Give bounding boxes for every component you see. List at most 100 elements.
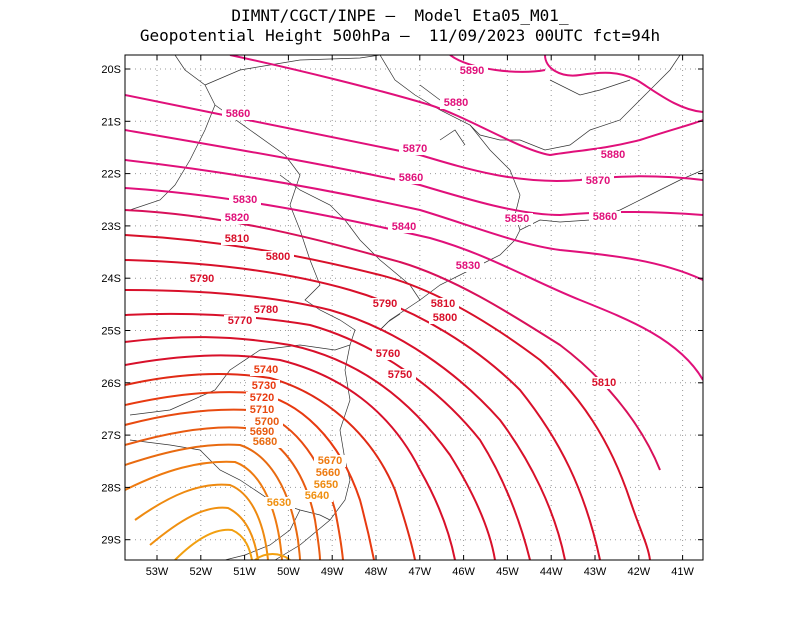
lat-tick-label: 28S (101, 482, 121, 494)
contour-label-bg (501, 213, 533, 225)
contour-label-bg (249, 436, 281, 448)
lon-tick-label: 42W (627, 566, 650, 578)
lat-tick-label: 24S (101, 273, 121, 285)
contour-label: 5870 (586, 175, 610, 187)
contour-label: 5690 (250, 426, 274, 438)
contour-label: 5800 (433, 312, 457, 324)
contour-label-bg (399, 143, 431, 155)
contour-label: 5810 (431, 298, 455, 310)
contour-label-bg (221, 233, 253, 245)
contour-label-bg (263, 497, 295, 509)
lat-tick-label: 23S (101, 221, 121, 233)
contour-label: 5830 (456, 260, 480, 272)
contour-labels: 5890 5880 5880 5870 5870 5860 5860 5860 5850 5840… (186, 65, 629, 509)
contour-label: 5660 (316, 467, 340, 479)
contour-label-bg (246, 404, 278, 416)
contour-label: 5670 (318, 455, 342, 467)
contour-label: 5880 (444, 97, 468, 109)
contour-label-bg (246, 426, 278, 438)
contour-lines (125, 55, 703, 560)
lon-tick-label: 52W (189, 566, 212, 578)
contour-label: 5860 (399, 172, 423, 184)
contour-label-bg (589, 211, 621, 223)
lat-tick-label: 27S (101, 430, 121, 442)
contour-label-bg (456, 65, 488, 77)
contour-label: 5790 (373, 298, 397, 310)
chart-title-line2: Geopotential Height 500hPa – 11/09/2023 … (139, 26, 661, 45)
contour-label: 5710 (250, 404, 274, 416)
lon-tick-label: 50W (277, 566, 300, 578)
contour-label: 5730 (252, 380, 276, 392)
contour-label-bg (582, 175, 614, 187)
contour-label: 5800 (266, 251, 290, 263)
contour-label: 5810 (592, 377, 616, 389)
coastline-borders (129, 55, 703, 560)
lat-tick-label: 22S (101, 169, 121, 181)
contour-label-bg (222, 108, 254, 120)
lon-tick-label: 45W (496, 566, 519, 578)
lon-tick-label: 46W (452, 566, 475, 578)
contour-label-bg (369, 298, 401, 310)
lon-tick-label: 53W (146, 566, 169, 578)
contour-label-bg (246, 392, 278, 404)
contour-label-bg (224, 315, 256, 327)
contour-label-bg (248, 380, 280, 392)
lon-tick-label: 48W (365, 566, 388, 578)
contour-label: 5850 (505, 213, 529, 225)
contour-label-bg (597, 149, 629, 161)
contour-label: 5830 (233, 194, 257, 206)
contour-label-bg (250, 364, 282, 376)
chart-title-line1: DIMNT/CGCT/INPE – Model Eta05_M01_ (231, 6, 569, 25)
lon-tick-label: 47W (408, 566, 431, 578)
lon-tick-label: 49W (321, 566, 344, 578)
contour-label: 5870 (403, 143, 427, 155)
contour-label: 5810 (225, 233, 249, 245)
contour-label: 5820 (225, 212, 249, 224)
contour-label: 5640 (305, 490, 329, 502)
contour-label: 5720 (250, 392, 274, 404)
contour-label: 5650 (314, 479, 338, 491)
contour-label-bg (395, 172, 427, 184)
contour-label: 5740 (254, 364, 278, 376)
map-frame (124, 54, 704, 561)
contour-label: 5760 (376, 348, 400, 360)
contour-label-bg (229, 194, 261, 206)
contour-label: 5770 (228, 315, 252, 327)
contour-label-bg (388, 221, 420, 233)
lon-tick-label: 51W (233, 566, 256, 578)
contour-label-bg (427, 298, 459, 310)
contour-label-bg (262, 251, 294, 263)
contour-label: 5630 (267, 497, 291, 509)
axis-ticks: 53W 52W 51W 50W 49W 48W 47W 46W 45W 44W 43W 42W 41W 2… (101, 55, 703, 578)
contour-label: 5680 (253, 436, 277, 448)
lat-tick-label: 29S (101, 535, 121, 547)
contour-label-bg (314, 455, 346, 467)
lon-tick-label: 44W (540, 566, 563, 578)
contour-label: 5750 (388, 369, 412, 381)
contour-label-bg (186, 273, 218, 285)
contour-label-bg (372, 348, 404, 360)
contour-label: 5860 (593, 211, 617, 223)
lat-tick-label: 20S (101, 64, 121, 76)
lon-tick-label: 43W (584, 566, 607, 578)
contour-label: 5890 (460, 65, 484, 77)
contour-label: 5790 (190, 273, 214, 285)
contour-label-bg (312, 467, 344, 479)
contour-label-bg (221, 212, 253, 224)
contour-label: 5880 (601, 149, 625, 161)
lat-tick-label: 21S (101, 116, 121, 128)
contour-label: 5860 (226, 108, 250, 120)
contour-label: 5700 (255, 416, 279, 428)
contour-label-bg (310, 479, 342, 491)
contour-label-bg (301, 490, 333, 502)
lat-tick-label: 25S (101, 326, 121, 338)
contour-label-bg (440, 97, 472, 109)
contour-label: 5780 (254, 304, 278, 316)
lat-tick-label: 26S (101, 378, 121, 390)
contour-label-bg (452, 260, 484, 272)
lon-tick-label: 41W (671, 566, 694, 578)
contour-label-bg (384, 369, 416, 381)
contour-label-bg (251, 416, 283, 428)
contour-label-bg (250, 304, 282, 316)
